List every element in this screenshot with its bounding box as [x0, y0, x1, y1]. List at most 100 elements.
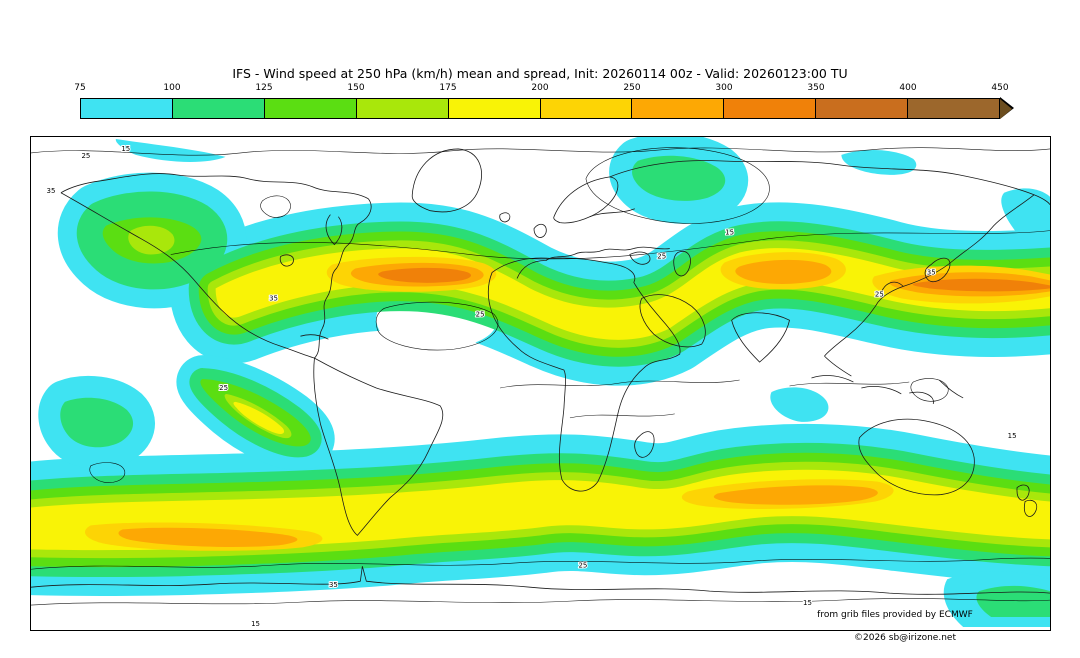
- wind-speed-field: [31, 137, 1050, 628]
- coastline-path: [858, 418, 975, 496]
- field-yellow: [233, 401, 285, 434]
- spread-contour-path: [569, 413, 675, 419]
- coastline-path: [880, 281, 904, 293]
- colorbar-tick-450: 450: [991, 83, 1009, 93]
- field-cyan: [1001, 188, 1050, 257]
- colorbar-segment-125: [263, 99, 356, 118]
- field-cyan: [115, 138, 226, 162]
- colorbar-segment-300: [723, 99, 816, 118]
- colorbar-tick-100: 100: [163, 83, 181, 93]
- coastline-path: [313, 357, 444, 536]
- chart-title: IFS - Wind speed at 250 hPa (km/h) mean …: [232, 66, 848, 81]
- contour-label: 25: [875, 290, 884, 298]
- coastline-path: [1016, 484, 1030, 501]
- coastline-path: [673, 251, 691, 277]
- coastline-path: [499, 212, 511, 223]
- contour-label: 15: [1008, 432, 1017, 440]
- world-map: 25 15 35 35 25 25 15 35 25 25 15 25 35 1…: [30, 136, 1051, 631]
- colorbar-tick-350: 350: [807, 83, 825, 93]
- spread-contours: [31, 147, 1050, 606]
- colorbar-segment-250: [631, 99, 724, 118]
- colorbar-tick-200: 200: [531, 83, 549, 93]
- contour-label: 15: [121, 145, 130, 153]
- coastline-path: [300, 334, 329, 340]
- field-cyan: [770, 387, 829, 422]
- contour-labels: 25 15 35 35 25 25 15 35 25 25 15 25 35 1…: [46, 144, 1018, 629]
- coastline-path: [60, 192, 315, 359]
- coastline-path: [924, 257, 951, 283]
- contour-label: 15: [803, 599, 812, 607]
- colorbar-tick-150: 150: [347, 83, 365, 93]
- colorbar-segment-150: [355, 99, 448, 118]
- contour-label: 25: [578, 561, 587, 569]
- field-deep-orange: [912, 278, 1050, 292]
- colorbar-tick-labels: 75 100 125 150 175 200 250 300 350 400 450: [74, 83, 1008, 95]
- colorbar-segment-75: [81, 99, 172, 118]
- colorbar-segment-400: [907, 99, 1000, 118]
- coastline-path: [589, 208, 635, 218]
- colorbar-tick-75: 75: [74, 83, 86, 93]
- coastline-path: [314, 198, 372, 359]
- colorbar-arrow: [1000, 98, 1012, 119]
- field-orange: [118, 527, 298, 547]
- colorbar-segment-200: [539, 99, 632, 118]
- coastline-path: [325, 214, 343, 246]
- colorbar-segment-350: [815, 99, 908, 118]
- contour-label: 35: [329, 581, 338, 589]
- coastline-path: [634, 431, 655, 458]
- ecmwf-credit: from grib files provided by ECMWF: [817, 610, 973, 620]
- spread-contour-path: [789, 381, 910, 387]
- coastline-path: [629, 251, 651, 265]
- field-orange: [713, 485, 878, 505]
- colorbar-tick-175: 175: [439, 83, 457, 93]
- field-green: [60, 397, 134, 448]
- colorbar-tick-125: 125: [255, 83, 273, 93]
- spread-contour-path: [500, 379, 740, 389]
- spread-contour-path: [260, 195, 291, 218]
- colorbar-tick-400: 400: [899, 83, 917, 93]
- coastline-path: [824, 194, 1035, 357]
- field-green: [632, 155, 726, 201]
- coastline-path: [31, 566, 1050, 595]
- contour-label: 35: [47, 187, 56, 195]
- coastline-path: [487, 257, 681, 492]
- spread-contour-path: [910, 378, 949, 402]
- spread-contour-path: [89, 462, 126, 483]
- colorbar-segment-175: [447, 99, 540, 118]
- contour-label: 25: [476, 310, 485, 318]
- field-deep-orange: [378, 267, 471, 283]
- copyright-text: ©2026 sb@irizone.net: [854, 633, 956, 643]
- coastline-path: [533, 223, 547, 238]
- coastline-path: [411, 148, 482, 213]
- field-orange: [735, 259, 832, 284]
- contour-label: 35: [269, 294, 278, 302]
- spread-contour-path: [31, 147, 1050, 156]
- contour-label: 15: [251, 620, 260, 628]
- coastline-path: [811, 355, 964, 405]
- field-green: [976, 585, 1050, 618]
- map-svg: 25 15 35 35 25 25 15 35 25 25 15 25 35 1…: [31, 137, 1050, 629]
- coastline-path: [1024, 499, 1038, 517]
- contour-label: 25: [657, 253, 666, 261]
- contour-label: 15: [725, 229, 734, 237]
- colorbar-tick-250: 250: [623, 83, 641, 93]
- spread-contour-path: [585, 147, 770, 224]
- field-cyan: [841, 150, 917, 175]
- contour-label: 25: [219, 384, 228, 392]
- wind-speed-colorbar: [80, 98, 1000, 119]
- coastline-path: [279, 254, 294, 267]
- coastline-path: [639, 294, 706, 348]
- coastline-path: [553, 176, 619, 224]
- colorbar-segment-100: [171, 99, 264, 118]
- coastlines: [31, 148, 1050, 595]
- contour-label: 25: [81, 152, 90, 160]
- coastline-path: [516, 246, 670, 279]
- coastline-path: [60, 173, 369, 200]
- colorbar-tick-300: 300: [715, 83, 733, 93]
- spread-contour-path: [31, 557, 1050, 570]
- contour-label: 35: [927, 268, 936, 276]
- spread-contour-path: [31, 598, 1050, 606]
- coastline-path: [731, 312, 790, 363]
- spread-contour-path: [170, 230, 1050, 260]
